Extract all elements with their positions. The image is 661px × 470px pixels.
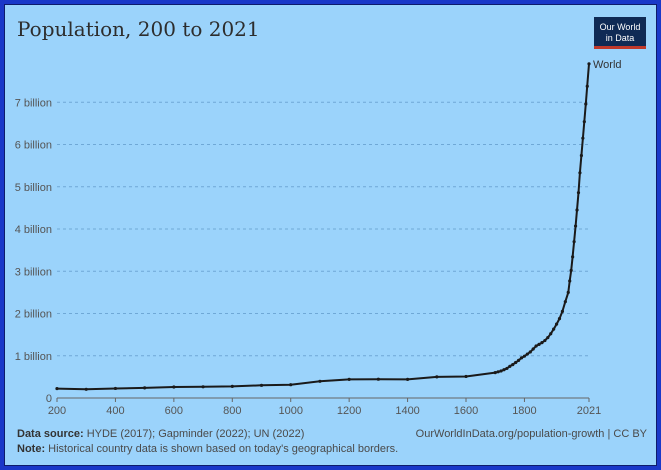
data-point	[572, 240, 576, 244]
source-url-link[interactable]: OurWorldInData.org/population-growth | C…	[415, 428, 647, 440]
x-tick-label: 600	[165, 405, 183, 417]
data-point	[560, 309, 565, 313]
data-point	[230, 384, 234, 388]
data-point	[84, 387, 88, 391]
data-point	[172, 385, 176, 389]
data-point	[576, 191, 581, 195]
data-point	[571, 255, 575, 259]
data-point	[573, 224, 578, 228]
data-point	[525, 352, 529, 356]
data-point	[464, 374, 468, 379]
data-point	[534, 344, 538, 348]
chart-title: Population, 200 to 2021	[17, 17, 260, 41]
data-point	[502, 368, 506, 372]
data-point	[585, 84, 589, 88]
logo-line-1: Our World	[599, 22, 641, 32]
y-tick-label: 0	[46, 393, 52, 405]
x-tick-label: 1400	[395, 405, 419, 417]
data-point	[568, 279, 572, 283]
data-point	[579, 153, 584, 158]
data-point	[511, 363, 515, 367]
data-point	[201, 385, 205, 389]
data-point	[531, 347, 535, 351]
data-point	[587, 62, 591, 66]
data-point	[289, 383, 293, 387]
data-point	[499, 369, 503, 373]
x-tick-label: 1200	[337, 405, 361, 417]
data-point	[508, 364, 512, 368]
x-tick-label: 800	[223, 405, 241, 417]
data-point	[505, 366, 509, 371]
data-point	[563, 300, 567, 304]
x-tick-label: 1600	[454, 405, 478, 417]
data-point	[578, 171, 582, 175]
x-tick-label: 200	[48, 405, 66, 417]
logo-line-2: in Data	[605, 33, 635, 43]
note-label: Note:	[17, 443, 46, 455]
data-point	[582, 120, 586, 124]
data-point	[514, 360, 518, 365]
data-point	[584, 102, 588, 106]
y-tick-label: 4 billion	[15, 224, 52, 236]
data-point	[113, 386, 118, 391]
data-point	[259, 383, 264, 387]
y-tick-label: 1 billion	[15, 351, 52, 363]
x-tick-label: 400	[106, 405, 124, 417]
x-tick-label: 1000	[278, 405, 302, 417]
data-point	[543, 338, 547, 343]
note-text: Historical country data is shown based o…	[48, 443, 399, 455]
owid-logo[interactable]: Our World in Data	[594, 17, 646, 49]
data-point	[522, 354, 527, 358]
data-point	[557, 316, 562, 321]
source-text: HYDE (2017); Gapminder (2022); UN (2022)	[86, 428, 305, 440]
source-label: Data source:	[17, 428, 84, 440]
series-line-world	[56, 63, 590, 391]
data-point	[569, 268, 573, 273]
series-label-world: World	[593, 59, 622, 71]
x-tick-label: 1800	[512, 405, 536, 417]
x-tick-label: 2021	[577, 405, 601, 417]
data-point	[55, 386, 59, 391]
data-point	[376, 377, 380, 381]
source-line: Data source: HYDE (2017); Gapminder (202…	[17, 427, 647, 442]
data-point	[143, 386, 147, 390]
y-tick-label: 6 billion	[15, 140, 52, 152]
data-point	[528, 350, 532, 354]
y-tick-label: 7 billion	[15, 97, 52, 109]
data-point	[575, 208, 579, 212]
y-tick-label: 2 billion	[15, 309, 52, 321]
data-point	[552, 327, 556, 331]
note-line: Note: Historical country data is shown b…	[17, 442, 647, 457]
y-tick-label: 3 billion	[15, 266, 52, 278]
data-point	[540, 341, 544, 345]
data-point	[516, 358, 521, 362]
data-point	[554, 322, 559, 326]
data-point	[435, 375, 439, 379]
data-point	[566, 290, 570, 294]
data-point	[546, 335, 550, 340]
chart-footer: Data source: HYDE (2017); Gapminder (202…	[17, 427, 647, 457]
data-point	[537, 342, 541, 346]
data-point	[493, 371, 497, 375]
y-tick-label: 5 billion	[15, 182, 52, 194]
data-point	[347, 377, 351, 382]
data-point	[318, 379, 322, 383]
data-point	[549, 332, 553, 336]
data-point	[581, 136, 585, 140]
logo-accent-bar	[594, 46, 646, 49]
data-point	[405, 377, 410, 382]
data-point	[496, 370, 500, 374]
data-point	[519, 356, 524, 360]
